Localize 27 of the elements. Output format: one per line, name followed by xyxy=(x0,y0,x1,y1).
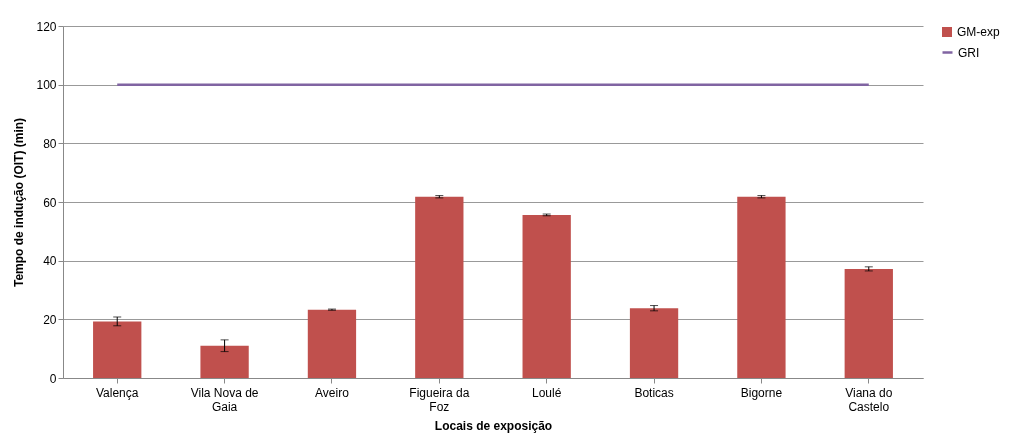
x-tick-label: Vila Nova de Gaia xyxy=(190,385,259,414)
bar xyxy=(522,214,571,378)
x-tick-label: Bigorne xyxy=(740,385,783,400)
y-tick-label: 100 xyxy=(36,78,57,93)
bar xyxy=(200,345,249,378)
x-tick-label: Boticas xyxy=(634,385,674,400)
y-tick-label: 40 xyxy=(43,254,57,269)
bar xyxy=(415,196,464,378)
bar xyxy=(844,268,893,378)
bar xyxy=(629,308,679,378)
bar xyxy=(307,309,357,378)
x-tick-label: Figueira da Foz xyxy=(409,385,470,414)
x-tick-label: Viana do Castelo xyxy=(845,385,893,414)
x-tick-label: Aveiro xyxy=(315,385,350,400)
bar xyxy=(737,196,786,378)
x-tick-label: Loulé xyxy=(532,385,562,400)
y-tick-label: 120 xyxy=(36,19,57,34)
legend-label: GRI xyxy=(958,45,980,60)
x-axis-title: Locais de exposição xyxy=(434,418,553,433)
y-tick-label: 80 xyxy=(43,136,57,151)
x-tick-label: Valença xyxy=(95,385,139,400)
y-tick-label: 60 xyxy=(43,195,57,210)
y-axis-title: Tempo de indução (OIT) (min) xyxy=(12,117,27,288)
y-tick-label: 20 xyxy=(43,312,57,327)
y-tick-label: 0 xyxy=(49,371,57,386)
legend-label: GM-exp xyxy=(957,25,1000,39)
bar xyxy=(93,321,142,378)
